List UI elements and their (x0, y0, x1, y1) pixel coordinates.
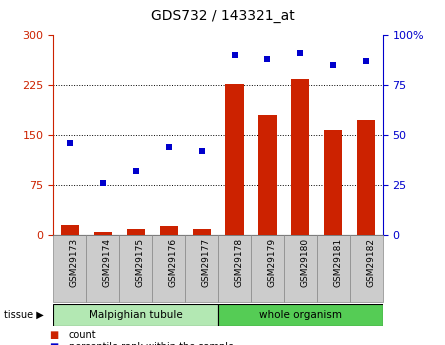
Bar (160, 226, 178, 235)
Point (363, 58, 370, 63)
Point (66, 140, 73, 145)
Text: count: count (69, 330, 97, 339)
Bar (218, 304, 383, 326)
Text: tissue ▶: tissue ▶ (4, 310, 44, 320)
Point (231, 52, 238, 57)
Bar (86, 235, 119, 302)
Bar (350, 235, 383, 302)
Text: ■: ■ (49, 342, 58, 345)
Bar (61, 225, 79, 235)
Text: GSM29173: GSM29173 (70, 238, 79, 287)
Text: ■: ■ (49, 330, 58, 339)
Bar (259, 115, 276, 235)
Text: whole organism: whole organism (259, 310, 342, 320)
Text: Malpighian tubule: Malpighian tubule (89, 310, 182, 320)
Point (297, 50, 304, 55)
Bar (324, 130, 342, 235)
Bar (317, 235, 350, 302)
Text: GDS732 / 143321_at: GDS732 / 143321_at (150, 9, 295, 23)
Text: percentile rank within the sample: percentile rank within the sample (69, 342, 234, 345)
Bar (94, 232, 112, 235)
Text: GSM29179: GSM29179 (267, 238, 276, 287)
Bar (357, 120, 375, 235)
Bar (284, 235, 317, 302)
Bar (226, 84, 243, 235)
Bar (119, 235, 152, 302)
Point (198, 148, 205, 153)
Bar (53, 304, 218, 326)
Point (330, 62, 337, 67)
Point (165, 144, 172, 149)
Point (99, 180, 106, 185)
Text: GSM29181: GSM29181 (333, 238, 342, 287)
Text: GSM29175: GSM29175 (136, 238, 145, 287)
Point (132, 168, 139, 173)
Bar (251, 235, 284, 302)
Bar (127, 229, 145, 235)
Text: GSM29180: GSM29180 (300, 238, 309, 287)
Text: GSM29176: GSM29176 (169, 238, 178, 287)
Text: GSM29178: GSM29178 (235, 238, 243, 287)
Bar (291, 79, 309, 235)
Text: GSM29174: GSM29174 (103, 238, 112, 287)
Text: GSM29177: GSM29177 (202, 238, 210, 287)
Bar (185, 235, 218, 302)
Text: GSM29182: GSM29182 (366, 238, 375, 287)
Bar (218, 235, 251, 302)
Bar (193, 229, 210, 235)
Bar (152, 235, 185, 302)
Bar (53, 235, 86, 302)
Point (264, 56, 271, 61)
